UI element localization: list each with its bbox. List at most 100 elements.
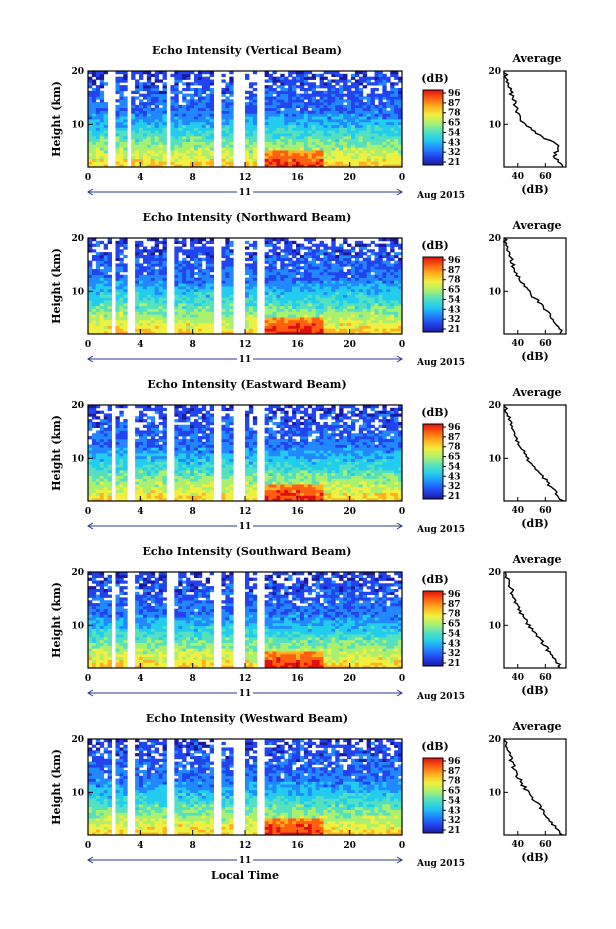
heatmap-cell [323,260,328,264]
heatmap-cell [296,314,301,318]
heatmap-cell [150,495,156,499]
heatmap-cell [284,79,289,83]
heatmap-cell [303,93,309,97]
heatmap-cell [186,274,191,278]
heatmap-cell [225,246,230,250]
heatmap-cell [142,121,148,126]
heatmap-cell [382,133,387,137]
heatmap-cell [366,300,372,304]
heatmap-cell [123,96,128,100]
heatmap-cell [162,257,167,261]
heatmap-cell [252,121,258,126]
heatmap-cell [398,252,403,256]
heatmap-cell [95,481,101,485]
heatmap-cell [268,133,273,137]
heatmap-cell [386,286,391,290]
heatmap-cell [99,328,105,332]
heatmap-cell [209,130,215,134]
heatmap-cell [350,300,356,304]
heatmap-cell [378,291,383,295]
heatmap-cell [248,133,254,137]
heatmap-cell [268,155,273,159]
heatmap-cell [174,141,179,145]
heatmap-cell [91,478,97,482]
heatmap-cell [374,164,379,168]
heatmap-cell [182,283,187,287]
heatmap-cell [311,116,317,120]
heatmap-cell [178,300,183,304]
heatmap-cell [201,124,207,128]
heatmap-cell [296,322,301,326]
heatmap-cell [358,127,364,131]
heatmap-cell [296,158,301,162]
heatmap-cell [131,104,136,109]
heatmap-cell [299,76,305,80]
heatmap-cell [119,495,124,499]
heatmap-cell [248,308,254,312]
heatmap-cell [366,130,372,134]
heatmap-cell [339,141,344,145]
heatmap-cell [378,328,383,332]
heatmap-cell [354,314,360,318]
heatmap-cell [350,133,356,137]
heatmap-cell [264,319,269,324]
heatmap-cell [182,453,187,457]
heatmap-cell [288,311,293,315]
heatmap-cell [323,141,328,145]
heatmap-cell [268,127,273,131]
heatmap-cell [366,155,372,159]
heatmap-cell [307,274,313,278]
heatmap-cell [280,158,285,162]
heatmap-cell [276,257,281,261]
heatmap-cell [146,127,152,131]
heatmap-cell [186,319,191,324]
heatmap-cell [139,164,144,168]
heatmap-cell [178,240,183,245]
heatmap-cell [142,322,148,326]
heatmap-cell [339,319,344,324]
heatmap-cell [252,135,258,140]
heatmap-cell [370,107,375,111]
heatmap-cell [225,243,230,247]
heatmap-cell [88,322,93,326]
heatmap-cell [343,254,348,259]
heatmap-cell [150,455,156,460]
heatmap-cell [186,249,191,253]
heatmap-cell [284,155,289,159]
heatmap-cell [343,252,348,256]
heatmap-cell [205,269,211,273]
heatmap-cell [296,127,301,131]
heatmap-cell [347,121,352,126]
heatmap-cell [350,113,356,117]
heatmap-cell [158,263,163,267]
heatmap-cell [347,311,352,315]
heatmap-cell [107,263,112,267]
heatmap-cell [135,87,140,92]
heatmap-cell [88,90,93,94]
heatmap-cell [354,300,360,304]
heatmap-cell [186,150,191,154]
heatmap-cell [115,286,120,290]
heatmap-cell [303,260,309,264]
heatmap-cell [182,144,187,148]
heatmap-cell [154,294,160,298]
heatmap-cell [229,274,234,278]
heatmap-cell [358,319,364,324]
heatmap-cell [123,85,128,89]
heatmap-cell [150,302,156,307]
heatmap-cell [178,291,183,295]
heatmap-cell [119,243,124,247]
heatmap-cell [307,127,313,131]
heatmap-cell [311,164,317,168]
heatmap-cell [186,130,191,134]
heatmap-cell [339,85,344,89]
heatmap-cell [135,300,140,304]
heatmap-cell [343,240,348,245]
heatmap-cell [88,486,93,491]
heatmap-cell [146,484,152,488]
heatmap-cell [386,155,391,159]
heatmap-cell [343,93,348,97]
heatmap-cell [119,447,124,451]
heatmap-cell [280,300,285,304]
